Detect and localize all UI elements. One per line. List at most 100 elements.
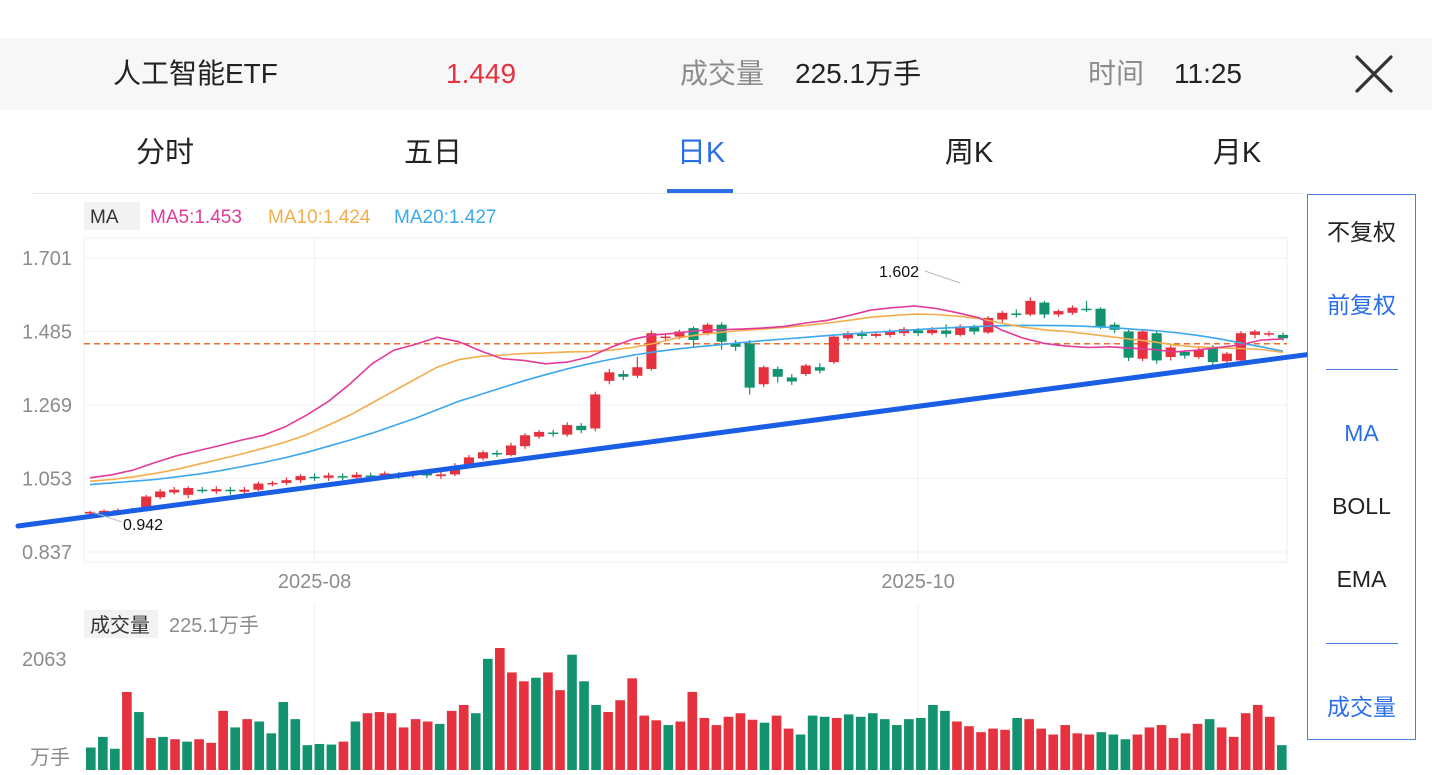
candle-body bbox=[98, 510, 110, 513]
candle-body bbox=[155, 491, 166, 498]
volume-bar bbox=[867, 713, 878, 770]
indicator-ma-option[interactable]: MA bbox=[1344, 420, 1379, 446]
volume-bar bbox=[1012, 717, 1022, 770]
candle-body bbox=[1095, 308, 1106, 327]
candle-body bbox=[772, 368, 783, 377]
volume-unit-label: 万手 bbox=[30, 746, 70, 769]
price-grid bbox=[83, 237, 1288, 563]
quote-header bbox=[0, 38, 1432, 110]
candle-body bbox=[1039, 302, 1050, 315]
candle-body bbox=[646, 333, 657, 369]
indicator-panel: 不复权 前复权 MA BOLL EMA 成交量 bbox=[1307, 194, 1416, 740]
volume-bar bbox=[531, 677, 541, 770]
indicator-volume-option[interactable]: 成交量 bbox=[1327, 694, 1396, 720]
volume-bar bbox=[170, 739, 180, 770]
indicator-ema-option[interactable]: EMA bbox=[1336, 566, 1387, 592]
tab-monthly-k[interactable]: 月K bbox=[1212, 137, 1262, 169]
volume-bar bbox=[230, 727, 240, 770]
volume-bar bbox=[555, 690, 565, 770]
volume-bar bbox=[711, 725, 722, 770]
candle-body bbox=[309, 476, 320, 479]
candle-body bbox=[197, 489, 208, 492]
indicator-boll-option[interactable]: BOLL bbox=[1332, 493, 1391, 519]
candle-body bbox=[337, 476, 348, 478]
volume-bar bbox=[290, 719, 301, 770]
adjust-none-option[interactable]: 不复权 bbox=[1327, 219, 1396, 245]
candle-body bbox=[1011, 313, 1022, 315]
candle-body bbox=[506, 445, 517, 456]
candle-body bbox=[576, 425, 587, 431]
trend-line[interactable] bbox=[15, 338, 1307, 529]
candle-body bbox=[169, 489, 180, 493]
tab-five-day[interactable]: 五日 bbox=[403, 137, 462, 169]
volume-bar bbox=[747, 719, 758, 770]
candle-body bbox=[744, 343, 755, 388]
x-tick-label: 2025-08 bbox=[278, 571, 351, 593]
volume-bar bbox=[134, 712, 144, 770]
ma20-legend: MA20:1.427 bbox=[394, 207, 496, 228]
ma-legend-tag[interactable]: MA bbox=[90, 207, 119, 228]
close-icon[interactable] bbox=[1352, 52, 1396, 96]
volume-bar bbox=[110, 748, 120, 770]
volume-bar bbox=[302, 745, 313, 770]
volume-bar bbox=[1276, 745, 1287, 770]
candle-body bbox=[463, 457, 475, 466]
volume-bar bbox=[1048, 734, 1059, 770]
candle-body bbox=[562, 425, 573, 435]
volume-bar bbox=[434, 723, 445, 770]
candle-body bbox=[674, 331, 685, 337]
y-tick-label: 1.485 bbox=[22, 322, 72, 344]
ma10-legend: MA10:1.424 bbox=[268, 207, 371, 228]
volume-bar bbox=[579, 681, 589, 770]
panel-divider bbox=[1326, 643, 1398, 644]
candle-body bbox=[1179, 351, 1190, 356]
volume-bar bbox=[904, 719, 914, 770]
volume-bar bbox=[952, 721, 962, 770]
low-marker: 0.942 bbox=[123, 517, 163, 534]
volume-bar bbox=[266, 733, 277, 770]
volume-bar bbox=[242, 719, 253, 770]
volume-bar bbox=[651, 720, 662, 770]
candle-body bbox=[1249, 331, 1260, 335]
volume-bar bbox=[1180, 733, 1191, 770]
candle-body bbox=[1235, 333, 1246, 361]
candle-body bbox=[421, 473, 432, 476]
ma-legend-tag-bg bbox=[84, 202, 140, 230]
candle-body bbox=[1221, 353, 1232, 362]
volume-bar bbox=[603, 712, 613, 770]
x-tick-label: 2025-10 bbox=[881, 571, 954, 593]
volume-bar bbox=[687, 691, 698, 770]
volume-bar bbox=[362, 713, 373, 770]
volume-bar bbox=[663, 725, 674, 770]
volume-bar bbox=[1036, 728, 1046, 770]
volume-bar bbox=[892, 725, 902, 770]
y-tick-label: 1.701 bbox=[22, 248, 72, 270]
candle-body bbox=[632, 367, 643, 376]
volume-bar bbox=[182, 741, 192, 770]
volume-bar bbox=[615, 700, 625, 770]
candle-body bbox=[295, 476, 306, 481]
candle-body bbox=[1053, 311, 1064, 315]
volume-bar bbox=[591, 704, 601, 770]
tab-daily-k[interactable]: 日K bbox=[676, 137, 726, 169]
volume-bar bbox=[98, 736, 108, 770]
volume-bar bbox=[831, 717, 842, 770]
volume-bar bbox=[819, 716, 830, 770]
volume-bar bbox=[1000, 729, 1010, 770]
candle-body bbox=[1277, 334, 1289, 339]
volume-bar bbox=[1144, 727, 1155, 770]
candle-body bbox=[660, 336, 671, 339]
volume-bar bbox=[843, 714, 854, 770]
candle-body bbox=[534, 431, 545, 437]
volume-bar bbox=[158, 736, 168, 770]
kline-chart[interactable]: MA MA5:1.453 MA10:1.424 MA20:1.427 1.701… bbox=[0, 0, 1307, 775]
tab-weekly-k[interactable]: 周K bbox=[944, 137, 994, 169]
adjust-forward-option[interactable]: 前复权 bbox=[1327, 292, 1396, 318]
candle-body bbox=[941, 330, 952, 334]
candle-body bbox=[884, 331, 896, 335]
volume-bar bbox=[1204, 719, 1215, 770]
tab-intraday[interactable]: 分时 bbox=[135, 137, 194, 169]
volume-bar bbox=[194, 739, 204, 770]
candle-body bbox=[267, 482, 278, 485]
ma10-line bbox=[89, 313, 1284, 482]
